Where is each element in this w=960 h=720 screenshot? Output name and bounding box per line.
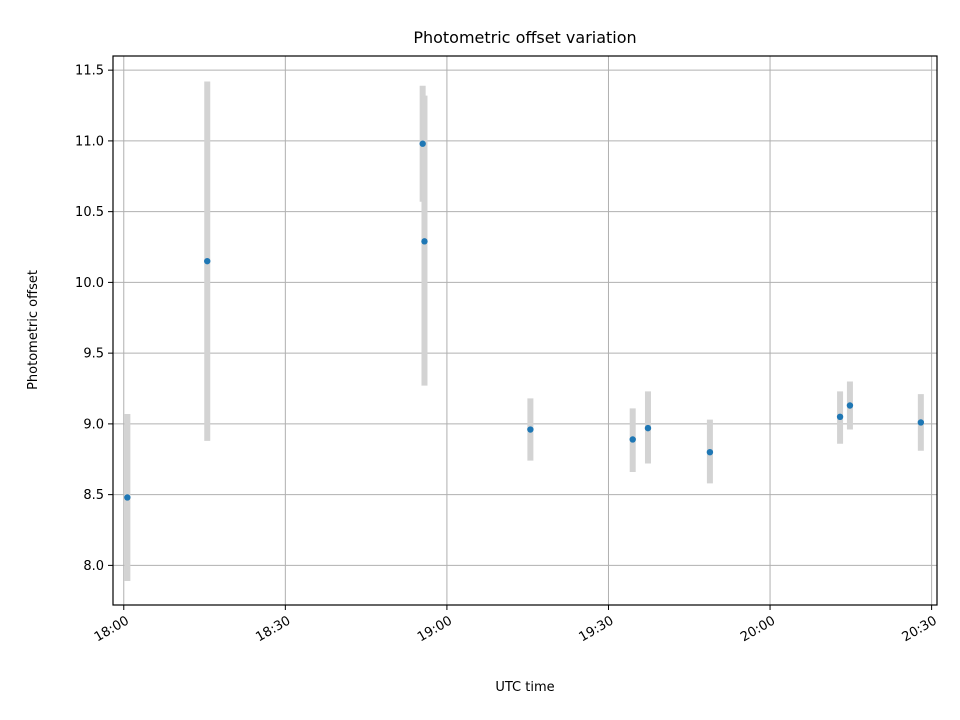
data-point — [706, 448, 714, 456]
x-tick-label: 18:30 — [253, 613, 293, 645]
data-point — [846, 402, 854, 409]
data-point — [204, 257, 211, 265]
chart-title: Photometric offset variation — [413, 28, 636, 47]
x-axis-label: UTC time — [495, 680, 554, 695]
y-tick-label: 10.5 — [75, 205, 104, 220]
data-point — [527, 426, 534, 433]
grid — [113, 56, 937, 605]
y-tick-label: 8.5 — [83, 488, 104, 503]
data-point — [836, 413, 844, 421]
error-bars — [124, 81, 924, 581]
x-tick-label: 18:00 — [92, 613, 132, 645]
x-tick-label: 20:00 — [738, 613, 778, 645]
x-tick-label: 20:30 — [900, 613, 940, 645]
data-point — [421, 238, 428, 245]
x-tick-label: 19:00 — [415, 613, 455, 645]
y-axis-ticks: 8.0 8.5 9.0 9.5 10.0 10.5 11.0 11.5 — [75, 64, 113, 574]
data-points — [124, 140, 925, 501]
y-tick-label: 11.0 — [75, 134, 104, 149]
data-point — [629, 436, 636, 443]
data-point — [419, 140, 426, 147]
x-tick-label: 19:30 — [577, 613, 617, 645]
x-axis-ticks: 18:00 18:30 19:00 19:30 20:00 20:30 — [92, 605, 940, 645]
y-tick-label: 10.0 — [75, 276, 104, 291]
y-tick-label: 9.0 — [83, 417, 104, 432]
y-tick-label: 8.0 — [83, 559, 104, 574]
data-point — [124, 494, 131, 501]
y-axis-label: Photometric offset — [26, 270, 41, 390]
plot-frame — [112, 55, 938, 606]
data-point — [644, 424, 652, 432]
data-point — [917, 419, 925, 426]
y-tick-label: 9.5 — [83, 347, 104, 362]
y-tick-label: 11.5 — [75, 64, 104, 79]
